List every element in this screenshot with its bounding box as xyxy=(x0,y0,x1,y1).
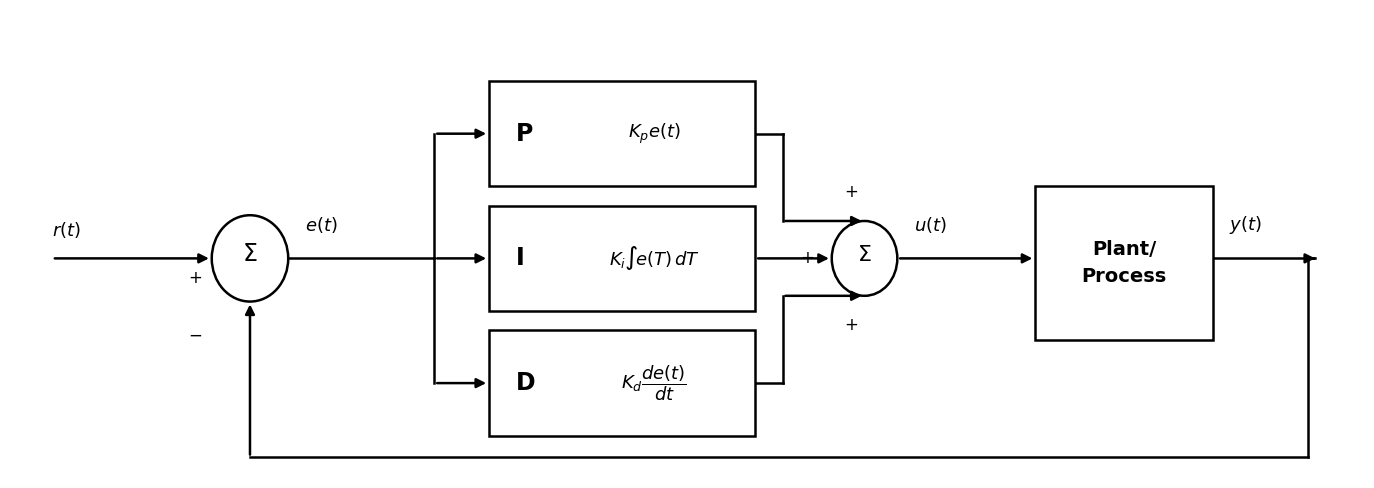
Text: +: + xyxy=(844,183,857,201)
Text: Plant/
Process: Plant/ Process xyxy=(1081,241,1167,286)
Text: $y(t)$: $y(t)$ xyxy=(1230,214,1261,236)
Text: +: + xyxy=(800,249,815,267)
Bar xyxy=(489,330,756,436)
Bar xyxy=(489,205,756,311)
Text: $\Sigma$: $\Sigma$ xyxy=(242,242,258,265)
Text: $u(t)$: $u(t)$ xyxy=(914,215,947,235)
Text: D: D xyxy=(517,371,536,395)
Text: I: I xyxy=(517,246,525,270)
Text: −: − xyxy=(188,326,202,344)
Bar xyxy=(1035,186,1213,340)
Text: $K_p e(t)$: $K_p e(t)$ xyxy=(628,122,680,146)
Text: +: + xyxy=(844,316,857,334)
Ellipse shape xyxy=(831,221,897,296)
Text: P: P xyxy=(517,122,533,146)
Text: $\Sigma$: $\Sigma$ xyxy=(857,244,872,264)
Text: $K_i \int\! e(T)\,dT$: $K_i \int\! e(T)\,dT$ xyxy=(609,244,699,272)
Text: $K_d \dfrac{de(t)}{dt}$: $K_d \dfrac{de(t)}{dt}$ xyxy=(621,363,687,403)
Text: $e(t)$: $e(t)$ xyxy=(305,215,337,235)
Text: +: + xyxy=(188,268,202,286)
Bar xyxy=(489,81,756,186)
Text: $r(t)$: $r(t)$ xyxy=(52,220,81,240)
Ellipse shape xyxy=(212,215,289,302)
